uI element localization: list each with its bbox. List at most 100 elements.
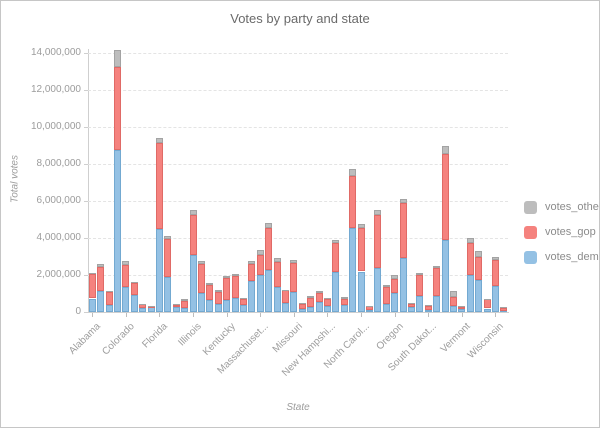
bar-segment-votes_other[interactable] xyxy=(172,304,180,305)
bar-segment-votes_dem[interactable] xyxy=(449,306,457,312)
bar-segment-votes_dem[interactable] xyxy=(340,304,348,312)
bar-segment-votes_other[interactable] xyxy=(256,250,264,255)
bar-segment-votes_other[interactable] xyxy=(449,291,457,297)
bar-segment-votes_dem[interactable] xyxy=(147,306,155,312)
bar-segment-votes_other[interactable] xyxy=(407,303,415,304)
bar-segment-votes_other[interactable] xyxy=(441,146,449,154)
bar-segment-votes_dem[interactable] xyxy=(441,240,449,312)
bar-segment-votes_gop[interactable] xyxy=(256,254,264,276)
bar-segment-votes_gop[interactable] xyxy=(155,143,163,229)
bar-segment-votes_other[interactable] xyxy=(323,298,331,300)
bar-segment-votes_gop[interactable] xyxy=(340,298,348,305)
bar-segment-votes_dem[interactable] xyxy=(139,307,147,312)
bar-segment-votes_gop[interactable] xyxy=(189,215,197,255)
bar-segment-votes_dem[interactable] xyxy=(206,299,214,312)
bar-segment-votes_dem[interactable] xyxy=(113,150,121,312)
bar-segment-votes_dem[interactable] xyxy=(172,307,180,312)
bar-segment-votes_gop[interactable] xyxy=(113,67,121,151)
bar-segment-votes_dem[interactable] xyxy=(357,271,365,312)
bar-segment-votes_gop[interactable] xyxy=(298,303,306,309)
bar-segment-votes_dem[interactable] xyxy=(97,290,105,312)
bar-segment-votes_gop[interactable] xyxy=(466,242,474,276)
bar-segment-votes_gop[interactable] xyxy=(441,153,449,241)
bar-segment-votes_other[interactable] xyxy=(105,291,113,293)
bar-segment-votes_dem[interactable] xyxy=(214,304,222,312)
bar-segment-votes_other[interactable] xyxy=(475,250,483,258)
bar-segment-votes_gop[interactable] xyxy=(197,264,205,293)
bar-segment-votes_gop[interactable] xyxy=(223,278,231,301)
bar-segment-votes_gop[interactable] xyxy=(122,264,130,288)
bar-segment-votes_other[interactable] xyxy=(231,274,239,276)
bar-segment-votes_other[interactable] xyxy=(113,49,121,68)
bar-segment-votes_gop[interactable] xyxy=(407,303,415,308)
bar-segment-votes_dem[interactable] xyxy=(407,307,415,312)
legend-item-votes_other[interactable]: votes_other xyxy=(524,200,599,214)
bar-segment-votes_other[interactable] xyxy=(307,296,315,298)
bar-segment-votes_dem[interactable] xyxy=(349,227,357,312)
bar-segment-votes_dem[interactable] xyxy=(88,298,96,312)
bar-segment-votes_dem[interactable] xyxy=(416,296,424,312)
bar-segment-votes_dem[interactable] xyxy=(382,304,390,312)
bar-segment-votes_gop[interactable] xyxy=(357,227,365,272)
bar-segment-votes_gop[interactable] xyxy=(206,285,214,300)
bar-segment-votes_gop[interactable] xyxy=(323,299,331,306)
bar-segment-votes_gop[interactable] xyxy=(315,292,323,303)
bar-segment-votes_other[interactable] xyxy=(500,307,508,308)
bar-segment-votes_other[interactable] xyxy=(466,238,474,243)
bar-segment-votes_dem[interactable] xyxy=(323,305,331,312)
bar-segment-votes_other[interactable] xyxy=(273,257,281,263)
bar-segment-votes_gop[interactable] xyxy=(307,297,315,307)
bar-segment-votes_other[interactable] xyxy=(155,137,163,144)
bar-segment-votes_other[interactable] xyxy=(391,274,399,279)
bar-segment-votes_other[interactable] xyxy=(399,198,407,203)
bar-segment-votes_other[interactable] xyxy=(88,272,96,275)
bar-segment-votes_dem[interactable] xyxy=(458,308,466,312)
bar-segment-votes_other[interactable] xyxy=(223,276,231,279)
bar-segment-votes_gop[interactable] xyxy=(433,267,441,296)
legend-item-votes_gop[interactable]: votes_gop xyxy=(524,225,599,239)
bar-segment-votes_other[interactable] xyxy=(281,289,289,291)
bar-segment-votes_gop[interactable] xyxy=(130,282,138,296)
bar-segment-votes_other[interactable] xyxy=(147,306,155,307)
bar-segment-votes_gop[interactable] xyxy=(248,263,256,281)
bar-segment-votes_gop[interactable] xyxy=(449,296,457,307)
bar-segment-votes_other[interactable] xyxy=(290,260,298,263)
bar-segment-votes_gop[interactable] xyxy=(97,267,105,291)
bar-segment-votes_gop[interactable] xyxy=(399,202,407,258)
bar-segment-votes_dem[interactable] xyxy=(424,309,432,312)
bar-segment-votes_dem[interactable] xyxy=(105,304,113,312)
bar-segment-votes_dem[interactable] xyxy=(475,279,483,312)
bar-segment-votes_gop[interactable] xyxy=(105,292,113,305)
bar-segment-votes_gop[interactable] xyxy=(382,286,390,305)
bar-segment-votes_dem[interactable] xyxy=(290,292,298,312)
bar-segment-votes_other[interactable] xyxy=(491,256,499,261)
bar-segment-votes_dem[interactable] xyxy=(155,228,163,312)
bar-segment-votes_gop[interactable] xyxy=(491,260,499,287)
bar-segment-votes_other[interactable] xyxy=(374,210,382,216)
bar-segment-votes_gop[interactable] xyxy=(273,262,281,287)
bar-segment-votes_dem[interactable] xyxy=(223,300,231,312)
bar-segment-votes_dem[interactable] xyxy=(491,286,499,312)
bar-segment-votes_gop[interactable] xyxy=(164,238,172,278)
bar-segment-votes_gop[interactable] xyxy=(290,262,298,293)
bar-segment-votes_dem[interactable] xyxy=(500,310,508,312)
bar-segment-votes_other[interactable] xyxy=(349,169,357,176)
bar-segment-votes_gop[interactable] xyxy=(281,290,289,303)
bar-segment-votes_other[interactable] xyxy=(433,265,441,268)
bar-segment-votes_other[interactable] xyxy=(181,299,189,302)
bar-segment-votes_other[interactable] xyxy=(122,260,130,265)
bar-segment-votes_other[interactable] xyxy=(357,224,365,228)
bar-segment-votes_other[interactable] xyxy=(139,303,147,305)
bar-segment-votes_other[interactable] xyxy=(164,235,172,239)
bar-segment-votes_dem[interactable] xyxy=(248,280,256,312)
bar-segment-votes_other[interactable] xyxy=(365,305,373,307)
bar-segment-votes_other[interactable] xyxy=(214,290,222,292)
bar-segment-votes_gop[interactable] xyxy=(265,227,273,270)
bar-segment-votes_dem[interactable] xyxy=(374,267,382,312)
bar-segment-votes_dem[interactable] xyxy=(256,275,264,312)
bar-segment-votes_dem[interactable] xyxy=(307,306,315,312)
bar-segment-votes_dem[interactable] xyxy=(365,310,373,313)
bar-segment-votes_dem[interactable] xyxy=(466,275,474,312)
bar-segment-votes_gop[interactable] xyxy=(181,300,189,309)
bar-segment-votes_gop[interactable] xyxy=(475,257,483,280)
